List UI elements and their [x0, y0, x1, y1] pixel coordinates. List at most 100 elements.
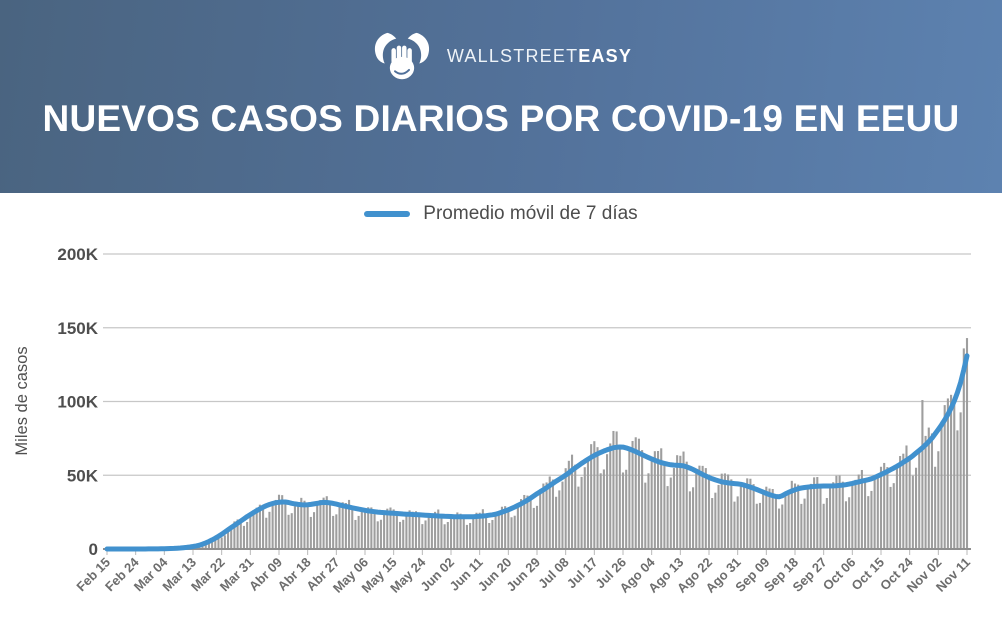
- daily-case-bar: [523, 494, 526, 549]
- daily-case-bar: [348, 499, 351, 549]
- daily-case-bar: [268, 511, 271, 549]
- daily-case-bar: [927, 427, 930, 549]
- daily-case-bar: [714, 492, 717, 549]
- daily-case-bar: [682, 451, 685, 549]
- daily-case-bar: [666, 486, 669, 549]
- daily-case-bar: [816, 477, 819, 549]
- daily-case-bar: [755, 503, 758, 549]
- brand-name-bold: EASY: [578, 45, 633, 66]
- daily-case-bar: [688, 491, 691, 549]
- daily-case-bar: [742, 482, 746, 549]
- daily-case-bar: [526, 495, 529, 549]
- daily-case-bar: [341, 502, 344, 549]
- daily-case-bar: [832, 482, 835, 549]
- daily-case-bar: [290, 513, 293, 549]
- daily-case-bar: [478, 512, 481, 549]
- daily-case-bar: [895, 467, 898, 549]
- daily-case-bar: [612, 430, 615, 549]
- daily-case-bar: [787, 490, 790, 549]
- daily-case-bar: [418, 513, 421, 549]
- brand-wordmark: WALLSTREETEASY: [447, 46, 632, 67]
- daily-case-bar: [870, 490, 873, 549]
- daily-case-bar: [335, 514, 338, 549]
- daily-case-bar: [653, 451, 656, 549]
- daily-case-bar: [230, 525, 233, 549]
- daily-case-bar: [625, 469, 628, 549]
- daily-case-bar: [443, 524, 446, 549]
- daily-case-bar: [768, 488, 771, 549]
- daily-case-bar: [370, 507, 373, 549]
- legend-label: Promedio móvil de 7 días: [423, 203, 638, 224]
- daily-case-bar: [239, 520, 242, 549]
- daily-case-bar: [902, 453, 905, 549]
- daily-case-bar: [857, 474, 860, 549]
- daily-case-bar: [934, 466, 937, 549]
- daily-case-bar: [809, 483, 812, 549]
- daily-case-bar: [962, 348, 965, 549]
- daily-case-bar: [765, 486, 768, 549]
- daily-case-bar: [570, 454, 574, 549]
- daily-case-bar: [685, 461, 688, 549]
- legend-line-swatch: [364, 211, 411, 217]
- daily-case-bar: [883, 462, 886, 549]
- daily-case-bar: [943, 405, 946, 549]
- daily-case-bar: [663, 463, 666, 549]
- daily-case-bar: [698, 465, 701, 549]
- daily-case-bar: [488, 523, 491, 549]
- daily-case-bar: [793, 483, 797, 549]
- daily-case-bar: [297, 503, 300, 549]
- daily-case-bar: [730, 479, 733, 549]
- daily-case-bar: [727, 474, 730, 549]
- daily-case-bar: [918, 449, 921, 549]
- daily-case-bar: [946, 398, 949, 549]
- daily-case-bar: [593, 441, 596, 549]
- daily-case-bar: [679, 455, 682, 549]
- daily-case-bar: [236, 519, 239, 549]
- daily-case-bar: [421, 524, 424, 549]
- daily-case-bar: [692, 487, 695, 549]
- daily-case-bar: [606, 454, 609, 549]
- daily-case-bar: [669, 477, 672, 549]
- daily-case-bar: [497, 512, 500, 549]
- daily-case-bar: [449, 515, 453, 549]
- daily-case-bar: [453, 515, 456, 549]
- daily-case-bar: [564, 468, 567, 549]
- daily-case-bar: [577, 486, 580, 549]
- daily-case-bar: [781, 504, 784, 549]
- daily-case-bar: [360, 510, 363, 549]
- daily-case-bar: [246, 521, 249, 549]
- x-tick-label: Jul 08: [535, 555, 572, 592]
- daily-case-bar: [940, 421, 943, 549]
- daily-case-bar: [583, 467, 586, 549]
- daily-case-bar: [548, 476, 551, 549]
- daily-case-bar: [758, 502, 762, 549]
- daily-case-bar: [242, 525, 246, 549]
- daily-case-bar: [749, 478, 752, 549]
- daily-case-bar: [634, 437, 637, 549]
- daily-case-bar: [838, 475, 841, 549]
- daily-case-bar: [462, 517, 465, 549]
- daily-case-bar: [864, 479, 867, 549]
- daily-case-bar: [771, 489, 774, 549]
- daily-case-bar: [656, 451, 660, 549]
- daily-case-bar: [281, 495, 284, 549]
- daily-case-bar: [402, 519, 405, 549]
- daily-case-bar: [676, 455, 679, 549]
- daily-case-bar: [373, 511, 376, 549]
- daily-case-bar: [848, 497, 851, 549]
- daily-case-bar: [879, 466, 883, 549]
- daily-case-bar: [567, 460, 570, 549]
- daily-case-bar: [784, 494, 787, 549]
- daily-case-bar: [637, 438, 640, 549]
- daily-case-bar: [752, 484, 755, 549]
- y-tick-label: 100K: [57, 393, 98, 412]
- daily-case-bar: [510, 517, 513, 549]
- daily-case-bar: [806, 488, 809, 549]
- daily-case-bar: [494, 516, 497, 549]
- daily-case-bar: [736, 496, 739, 549]
- daily-case-bar: [233, 521, 236, 549]
- daily-case-bar: [539, 491, 542, 549]
- daily-case-bar: [386, 508, 389, 549]
